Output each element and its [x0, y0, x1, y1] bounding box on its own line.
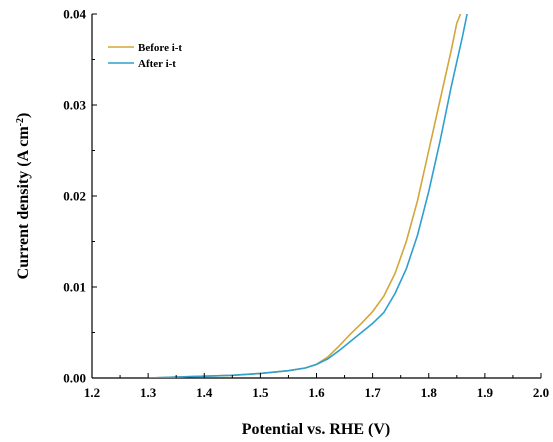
y-tick-label: 0.03	[63, 98, 86, 113]
y-tick-label: 0.02	[63, 189, 86, 204]
series-line-2	[148, 14, 468, 378]
x-tick-label: 1.7	[365, 385, 382, 400]
x-tick-label: 1.6	[308, 385, 325, 400]
y-tick-label: 0.01	[63, 280, 86, 295]
y-axis-label-sup: -2	[15, 118, 26, 126]
x-tick-label: 2.0	[533, 385, 549, 400]
series-group	[148, 14, 468, 378]
x-tick-label: 1.8	[421, 385, 438, 400]
y-axis-label-main: Current density (A cm	[15, 126, 32, 280]
legend-label-2: After i-t	[138, 58, 176, 70]
x-tick-label: 1.4	[196, 385, 213, 400]
x-tick-label: 1.9	[477, 385, 494, 400]
x-tick-label: 1.5	[252, 385, 269, 400]
x-tick-label: 1.3	[140, 385, 157, 400]
series-line-1	[148, 14, 462, 378]
legend-label-1: Before i-t	[138, 42, 182, 54]
y-axis-label: Current density (A cm-2)	[15, 113, 33, 280]
y-axis-label-end: )	[15, 113, 32, 118]
y-tick-label: 0.00	[63, 371, 86, 386]
x-tick-label: 1.2	[84, 385, 100, 400]
x-axis-label: Potential vs. RHE (V)	[242, 421, 390, 438]
y-tick-label: 0.04	[63, 7, 86, 22]
legend: Before i-t After i-t	[108, 42, 182, 70]
ticks: 1.2 1.3 1.4 1.5 1.6 1.7 1.8 1.9 2.0 0.00 0.01 0.02 0…	[63, 7, 549, 401]
